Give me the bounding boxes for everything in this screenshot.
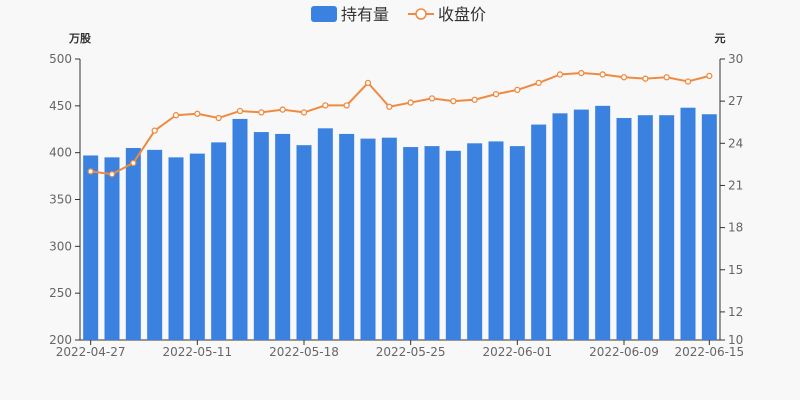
bar-holding-12 (339, 133, 355, 340)
x-tick-label: 2022-06-15 (674, 345, 744, 359)
price-point-18 (471, 96, 478, 103)
left-tick-label: 500 (49, 52, 72, 66)
bar-holding-24 (595, 105, 611, 340)
right-tick-label: 24 (728, 136, 743, 150)
price-point-1 (108, 171, 116, 178)
price-point-3 (151, 127, 158, 134)
legend-marker-holding (311, 6, 337, 22)
price-point-28 (684, 78, 692, 85)
price-point-25 (620, 74, 628, 81)
price-point-2 (130, 159, 137, 167)
bar-holding-16 (424, 146, 440, 340)
left-tick-label: 350 (49, 193, 72, 207)
right-tick-label: 21 (728, 178, 743, 192)
bar-holding-14 (381, 137, 397, 340)
price-point-9 (279, 106, 286, 113)
right-tick-label: 10 (728, 333, 743, 347)
bar-holding-0 (83, 155, 99, 340)
price-point-13 (364, 79, 372, 87)
x-tick-label: 2022-05-25 (376, 345, 446, 359)
bar-holding-11 (317, 128, 333, 340)
bar-holding-26 (637, 115, 653, 340)
price-point-10 (300, 109, 308, 116)
bar-holding-17 (445, 150, 461, 340)
bar-holding-13 (360, 138, 376, 340)
axes: 200 250 300 350 400 450 500 10 12 15 18 21 24 27 30 (49, 52, 743, 347)
price-point-29 (706, 72, 713, 80)
bar-holding-5 (189, 153, 205, 340)
price-point-0 (87, 168, 94, 175)
bar-holding-2 (125, 147, 141, 340)
bar-holding-9 (275, 133, 291, 340)
price-point-16 (428, 95, 436, 102)
price-point-5 (194, 110, 201, 117)
price-point-17 (450, 98, 457, 105)
bar-holding-19 (488, 141, 504, 340)
x-tick-label: 2022-06-09 (589, 345, 659, 359)
legend: 持有量 收盘价 (311, 5, 486, 24)
price-point-24 (599, 71, 606, 78)
right-tick-label: 30 (728, 52, 743, 66)
price-point-15 (407, 99, 414, 106)
bar-holding-21 (531, 124, 547, 340)
bar-holding-6 (211, 142, 227, 340)
x-tick-label: 2022-06-01 (482, 345, 552, 359)
price-point-20 (514, 86, 521, 94)
price-line (90, 72, 710, 176)
x-tick-label: 2022-04-27 (56, 345, 126, 359)
price-point-14 (386, 103, 393, 110)
right-tick-label: 15 (728, 263, 743, 277)
bar-holding-15 (403, 147, 419, 340)
price-point-6 (215, 114, 222, 122)
line-series (87, 69, 713, 178)
bar-holding-4 (168, 157, 184, 340)
bar-holding-1 (104, 157, 120, 340)
left-axis-unit: 万股 (68, 32, 92, 45)
legend-label-holding: 持有量 (341, 5, 389, 24)
price-point-26 (642, 75, 649, 82)
bar-holding-7 (232, 118, 248, 341)
price-point-11 (322, 102, 329, 109)
bar-holding-25 (616, 118, 632, 340)
left-tick-label: 300 (49, 239, 72, 253)
price-point-27 (663, 74, 670, 81)
bar-holding-29 (701, 114, 717, 340)
left-tick-label: 200 (49, 333, 72, 347)
bar-holding-18 (467, 143, 483, 340)
price-point-12 (343, 102, 350, 109)
bar-holding-23 (573, 109, 589, 340)
price-point-4 (172, 112, 180, 119)
bar-holding-28 (680, 107, 696, 340)
bar-holding-8 (253, 132, 269, 340)
right-axis-unit: 元 (715, 32, 726, 45)
bar-holding-20 (509, 146, 525, 340)
axis-units: 万股 元 (68, 32, 726, 45)
x-tick-label: 2022-05-11 (162, 345, 232, 359)
right-tick-label: 27 (728, 94, 743, 108)
price-point-21 (535, 79, 542, 87)
left-tick-label: 450 (49, 99, 72, 113)
price-point-23 (578, 69, 585, 77)
right-tick-label: 12 (728, 305, 743, 319)
price-point-19 (492, 90, 500, 98)
bar-series (83, 105, 717, 341)
bar-holding-10 (296, 145, 312, 340)
left-tick-label: 400 (49, 146, 72, 160)
right-tick-label: 18 (728, 221, 743, 235)
bar-holding-3 (147, 149, 163, 340)
bar-holding-22 (552, 113, 568, 341)
x-tick-label: 2022-05-18 (269, 345, 339, 359)
legend-label-price: 收盘价 (438, 5, 486, 24)
bar-holding-27 (659, 115, 675, 340)
price-point-7 (236, 107, 244, 115)
price-point-22 (556, 71, 564, 78)
left-tick-label: 250 (49, 286, 72, 300)
price-point-8 (258, 109, 265, 116)
x-tick-labels: 2022-04-27 2022-05-11 2022-05-18 2022-05-25… (56, 340, 744, 359)
legend-marker-point-price (415, 8, 427, 20)
